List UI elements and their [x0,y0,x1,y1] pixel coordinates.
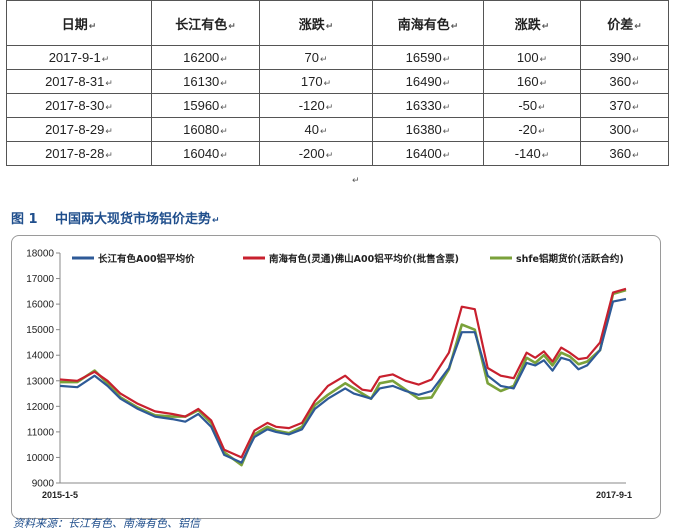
cell-changjiang: 16130↵ [151,69,260,94]
cell-change-2: 160↵ [483,69,581,94]
cell-changjiang: 15960↵ [151,93,260,118]
header-changjiang: 长江有色↵ [151,0,260,46]
table-row: 2017-9-1↵ 16200↵ 70↵ 16590↵ 100↵ 390↵ [6,45,669,70]
cell-change-1: 40↵ [259,117,373,142]
cell-date: 2017-8-29↵ [6,117,152,142]
cell-change-1: -200↵ [259,141,373,166]
figure-title: 图 1 中国两大现货市场铝价走势↵ [11,208,220,227]
header-change-2: 涨跌↵ [483,0,581,46]
cell-spread: 360↵ [580,69,669,94]
aluminum-price-chart: 9000 10000 11000 12000 13000 14000 15000 16000 1… [26,249,632,501]
header-spread: 价差↵ [580,0,669,46]
cell-nanhai: 16380↵ [372,117,484,142]
cell-change-1: 170↵ [259,69,373,94]
y-tick-label: 10000 [26,453,54,464]
cell-nanhai: 16590↵ [372,45,484,70]
cell-spread: 390↵ [580,45,669,70]
cell-spread: 370↵ [580,93,669,118]
cell-nanhai: 16490↵ [372,69,484,94]
chart-frame: 9000 10000 11000 12000 13000 14000 15000 16000 1… [11,235,661,519]
header-date: 日期↵ [6,0,152,46]
series-line-1 [59,287,627,459]
paragraph-mark: ↵ [352,176,360,186]
table-header-row: 日期↵ 长江有色↵ 涨跌↵ 南海有色↵ 涨跌↵ 价差↵ [6,0,669,46]
cell-nanhai: 16400↵ [372,141,484,166]
header-change-1: 涨跌↵ [259,0,373,46]
header-nanhai: 南海有色↵ [372,0,484,46]
legend-label-1: 南海有色(灵通)佛山A00铝平均价(批售含票) [269,253,459,265]
figure-title-text: 中国两大现货市场铝价走势 [55,212,212,227]
y-tick-label: 16000 [26,300,54,311]
cell-changjiang: 16200↵ [151,45,260,70]
y-tick-label: 14000 [26,351,54,362]
cell-date: 2017-9-1↵ [6,45,152,70]
price-table: 日期↵ 长江有色↵ 涨跌↵ 南海有色↵ 涨跌↵ 价差↵ 2017-9-1↵ 16… [6,0,669,166]
cell-date: 2017-8-31↵ [6,69,152,94]
price-table-container: 日期↵ 长江有色↵ 涨跌↵ 南海有色↵ 涨跌↵ 价差↵ 2017-9-1↵ 16… [6,0,669,166]
cell-change-2: -140↵ [483,141,581,166]
cell-date: 2017-8-28↵ [6,141,152,166]
cell-date: 2017-8-30↵ [6,93,152,118]
cell-change-1: 70↵ [259,45,373,70]
y-tick-label: 9000 [32,479,55,490]
y-tick-label: 15000 [26,325,54,336]
cell-spread: 300↵ [580,117,669,142]
table-row: 2017-8-29↵ 16080↵ 40↵ 16380↵ -20↵ 300↵ [6,117,669,142]
y-tick-label: 12000 [26,402,54,413]
series-line-0 [59,297,627,464]
cell-spread: 360↵ [580,141,669,166]
legend-label-0: 长江有色A00铝平均价 [98,253,195,265]
y-tick-label: 17000 [26,274,54,285]
cell-nanhai: 16330↵ [372,93,484,118]
y-tick-label: 18000 [26,249,54,260]
cell-change-2: -20↵ [483,117,581,142]
legend-label-2: shfe铝期货价(活跃合约) [516,253,624,265]
table-row: 2017-8-31↵ 16130↵ 170↵ 16490↵ 160↵ 360↵ [6,69,669,94]
cell-changjiang: 16080↵ [151,117,260,142]
figure-number: 图 1 [11,212,38,227]
y-tick-label: 11000 [27,427,55,438]
table-row: 2017-8-30↵ 15960↵ -120↵ 16330↵ -50↵ 370↵ [6,93,669,118]
y-tick-label: 13000 [26,376,54,387]
x-tick-label-start: 2015-1-5 [42,490,78,500]
cell-changjiang: 16040↵ [151,141,260,166]
cell-change-2: 100↵ [483,45,581,70]
table-row: 2017-8-28↵ 16040↵ -200↵ 16400↵ -140↵ 360… [6,141,669,166]
x-tick-label-end: 2017-9-1 [596,490,632,500]
source-note: 资料来源：长江有色、南海有色、铝信 [13,517,200,530]
cell-change-1: -120↵ [259,93,373,118]
cell-change-2: -50↵ [483,93,581,118]
series-line-2 [60,288,627,467]
